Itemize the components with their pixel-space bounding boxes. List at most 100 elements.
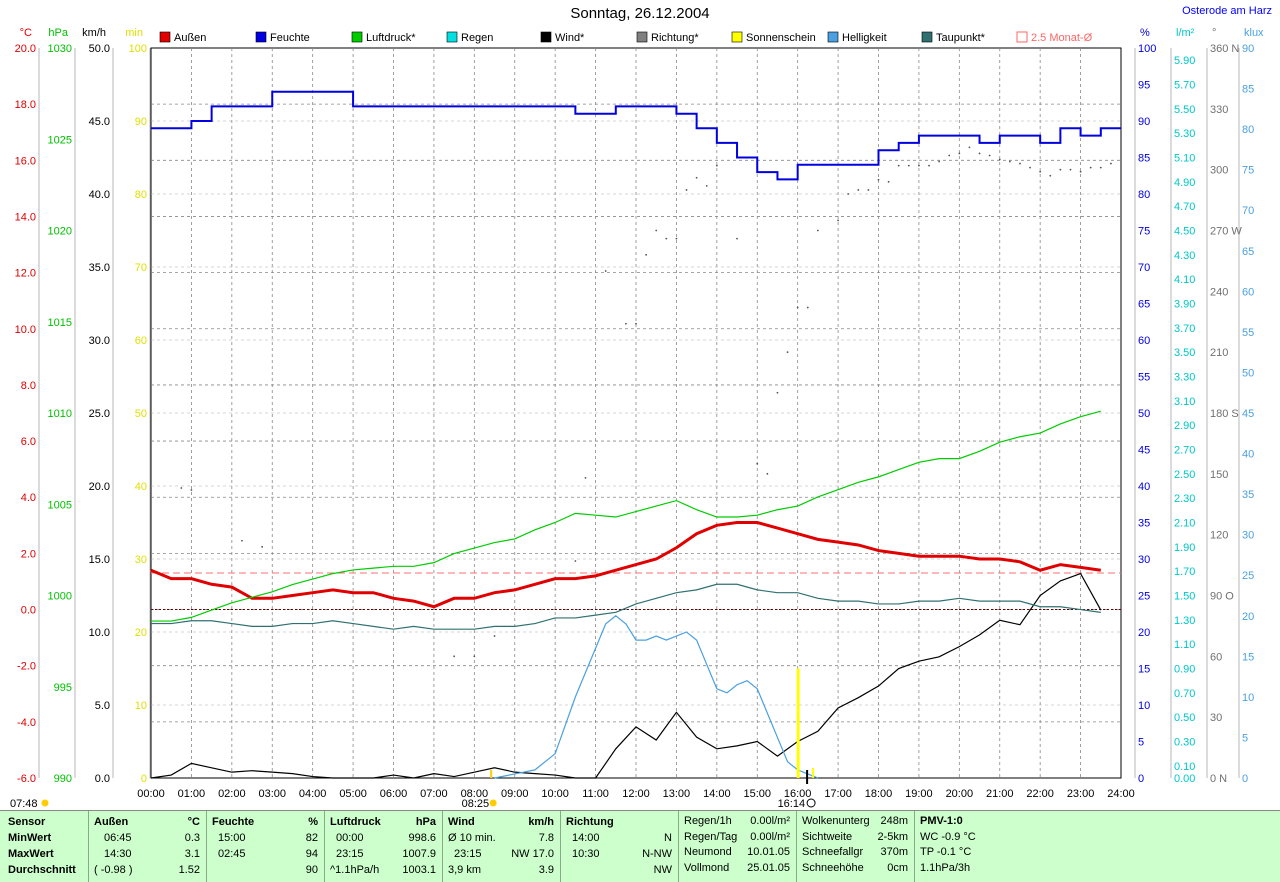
direction-point	[180, 487, 183, 489]
x-tick-label: 07:00	[420, 788, 448, 800]
direction-point	[604, 270, 607, 272]
x-tick-label: 18:00	[865, 788, 893, 800]
wolkenunterg-value: 248m	[880, 815, 908, 827]
direction-point	[655, 229, 658, 232]
wind-avg10-label: Ø 10 min.	[448, 832, 496, 844]
direction-point	[766, 472, 769, 475]
richtung-column: Richtung 14:00 N 10:30 N-NW NW	[566, 814, 672, 876]
direction-point	[907, 164, 910, 167]
sun-tick: 100	[129, 43, 147, 55]
legend-label: Helligkeit	[842, 32, 887, 44]
direction-point	[705, 184, 708, 187]
x-axis-labels: 00:00 01:00 02:00 03:00 04:00 05:00 06:00 07:00…	[137, 788, 1135, 800]
wind-column: Wind km/h Ø 10 min. 7.8 23:15 NW 17.0 3,9 k…	[448, 814, 554, 878]
schneefallgr-label: Schneefallgr	[802, 846, 864, 858]
sun-tick: 40	[135, 481, 147, 493]
sun-tick: 60	[135, 335, 147, 347]
direction-point	[1059, 168, 1062, 171]
brightness-tick: 60	[1242, 286, 1254, 298]
series-line-wind	[150, 572, 1102, 779]
legend-swatch	[446, 31, 458, 43]
direction-point	[473, 655, 476, 658]
direction-point	[988, 154, 991, 157]
humidity-tick: 45	[1138, 445, 1150, 457]
pressure-tick: 1030	[48, 43, 72, 55]
luftdruck-column: Luftdruck hPa 00:00 998.6 23:15 1007.9 ^1.1…	[330, 814, 436, 878]
legend-swatch	[255, 31, 267, 43]
rain-tick: 0.10	[1174, 761, 1195, 773]
humidity-tick: 80	[1138, 189, 1150, 201]
chart-plot	[150, 90, 1121, 779]
sichtweite-value: 2-5km	[877, 830, 908, 843]
direction-tick: 90 O	[1210, 591, 1234, 603]
wind-tick: 10.0	[89, 627, 110, 639]
pressure-tick: 1015	[48, 317, 72, 329]
sun-tick: 20	[135, 627, 147, 639]
direction-point	[776, 391, 779, 394]
x-tick-label: 00:00	[137, 788, 165, 800]
direction-point	[624, 322, 627, 325]
legend-label: Luftdruck*	[366, 32, 416, 44]
humidity-tick: 10	[1138, 700, 1150, 712]
pressure-tick: 1020	[48, 226, 72, 238]
pressure-tick: 1005	[48, 499, 72, 511]
brightness-tick: 55	[1242, 327, 1254, 339]
pmv-column: PMV-1:0 WC -0.9 °C TP -0.1 °C 1.1hPa/3h	[920, 814, 1020, 876]
pmv-windchill: WC -0.9 °C	[920, 830, 976, 843]
luftdruck-max-time: 23:15	[336, 848, 364, 860]
brightness-tick: 75	[1242, 165, 1254, 177]
x-tick-label: 20:00	[946, 788, 974, 800]
luftdruck-trend: ^1.1hPa/h	[330, 864, 380, 876]
direction-point	[665, 237, 668, 240]
direction-point	[241, 539, 243, 542]
aussen-unit: °C	[187, 816, 200, 828]
wind-unit: km/h	[82, 27, 106, 39]
rain-tick: 4.50	[1174, 226, 1195, 238]
rain-tick: 1.30	[1174, 615, 1195, 627]
pmv-pressure-trend: 1.1hPa/3h	[920, 861, 971, 874]
direction-point	[1039, 170, 1042, 173]
temp-tick: 10.0	[15, 324, 36, 336]
direction-point	[1089, 166, 1092, 169]
legend-label: Wind*	[555, 32, 585, 44]
aussen-max-value: 3.1	[184, 848, 200, 860]
humidity-tick: 5	[1138, 737, 1144, 749]
sun-tick: 0	[141, 773, 147, 785]
direction-point	[948, 154, 951, 157]
sunshine-bar	[796, 668, 800, 778]
wind-distance: 3,9 km	[448, 864, 482, 876]
temp-tick: 20.0	[15, 43, 36, 55]
pmv-taupunkt: TP -0.1 °C	[920, 846, 972, 858]
direction-tick: 180 S	[1210, 408, 1239, 420]
direction-point	[1029, 166, 1031, 169]
x-tick-label: 08:00	[461, 788, 489, 800]
direction-point	[695, 176, 698, 179]
pressure-tick: 1010	[48, 408, 72, 420]
wind-tick: 45.0	[89, 116, 110, 128]
rain-tick: 3.30	[1174, 372, 1195, 384]
wind-avg-value: 3.9	[538, 864, 554, 876]
brightness-tick: 30	[1242, 530, 1254, 542]
rain-tick: 0.90	[1174, 664, 1195, 676]
direction-point	[938, 160, 941, 163]
direction-point	[837, 219, 839, 222]
legend-swatch	[636, 31, 648, 43]
wolkenunterg-label: Wolkenunterg	[802, 815, 870, 827]
aussen-max-time: 14:30	[104, 848, 132, 860]
sunrise-icon	[41, 799, 49, 807]
wind-unit: km/h	[528, 816, 554, 828]
pmv-header: PMV-1:0	[920, 815, 963, 827]
neumond-label: Neumond	[684, 846, 732, 858]
rain-tick: 0.70	[1174, 688, 1195, 700]
feuchte-max-value: 94	[305, 848, 318, 860]
pressure-tick: 990	[54, 773, 72, 785]
direction-point	[1008, 160, 1011, 163]
direction-point	[574, 560, 577, 562]
schneefallgr-value: 370m	[880, 846, 908, 858]
brightness-tick: 25	[1242, 570, 1254, 582]
feuchte-unit: %	[308, 816, 318, 828]
sun-tick: 10	[135, 700, 147, 712]
rain-tick: 3.50	[1174, 347, 1195, 359]
direction-point	[453, 655, 456, 658]
brightness-tick: 90	[1242, 43, 1254, 55]
